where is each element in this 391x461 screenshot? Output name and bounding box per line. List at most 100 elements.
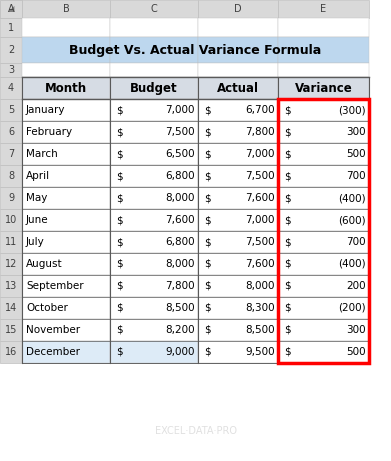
Bar [0, 121, 22, 143]
Text: $: $ [284, 215, 291, 225]
Bar [0, 341, 22, 363]
Text: Budget Vs. Actual Variance Formula: Budget Vs. Actual Variance Formula [69, 43, 322, 57]
Text: $: $ [204, 127, 211, 137]
Text: $: $ [116, 149, 123, 159]
Bar [0, 209, 22, 231]
Text: 7,600: 7,600 [246, 259, 275, 269]
Bar [198, 0, 278, 18]
Bar [22, 63, 110, 77]
Bar [198, 209, 278, 231]
Bar [198, 77, 278, 99]
Text: 9,000: 9,000 [165, 347, 195, 357]
Text: 12: 12 [5, 259, 17, 269]
Bar [198, 37, 278, 63]
Text: $: $ [116, 171, 123, 181]
Text: 6,800: 6,800 [165, 171, 195, 181]
Bar [198, 297, 278, 319]
Bar [110, 63, 198, 77]
Text: $: $ [204, 325, 211, 335]
Text: $: $ [116, 347, 123, 357]
Bar [198, 63, 278, 77]
Bar [22, 143, 110, 165]
Bar [110, 209, 198, 231]
Bar [0, 37, 22, 63]
Text: 700: 700 [346, 237, 366, 247]
Bar [22, 297, 110, 319]
Text: 7,500: 7,500 [165, 127, 195, 137]
Text: 300: 300 [346, 325, 366, 335]
Bar [22, 165, 110, 187]
Text: $: $ [284, 325, 291, 335]
Text: 15: 15 [5, 325, 17, 335]
Bar [278, 341, 369, 363]
Text: (200): (200) [338, 303, 366, 313]
Text: 7,500: 7,500 [246, 171, 275, 181]
Text: $: $ [284, 127, 291, 137]
Text: 16: 16 [5, 347, 17, 357]
Bar [0, 297, 22, 319]
Text: 7,000: 7,000 [246, 149, 275, 159]
Text: 8,200: 8,200 [165, 325, 195, 335]
Bar [198, 253, 278, 275]
Bar [110, 187, 198, 209]
Text: Variance: Variance [295, 82, 352, 95]
Bar [22, 37, 110, 63]
Text: June: June [26, 215, 48, 225]
Text: (400): (400) [338, 259, 366, 269]
Text: November: November [26, 325, 80, 335]
Bar [110, 319, 198, 341]
Bar [22, 209, 110, 231]
Bar [278, 231, 369, 253]
Bar [110, 121, 198, 143]
Text: 5: 5 [8, 105, 14, 115]
Bar [110, 165, 198, 187]
Text: C: C [151, 4, 157, 14]
Text: 11: 11 [5, 237, 17, 247]
Text: $: $ [116, 105, 123, 115]
Text: $: $ [204, 237, 211, 247]
Text: $: $ [284, 171, 291, 181]
Bar [0, 0, 22, 18]
Text: ◢: ◢ [8, 5, 14, 13]
Bar [22, 319, 110, 341]
Bar [198, 275, 278, 297]
Text: 13: 13 [5, 281, 17, 291]
Bar [278, 77, 369, 99]
Bar [0, 18, 22, 37]
Text: $: $ [204, 215, 211, 225]
Text: 1: 1 [8, 23, 14, 32]
Text: 7,800: 7,800 [165, 281, 195, 291]
Text: $: $ [204, 149, 211, 159]
Text: May: May [26, 193, 47, 203]
Bar [278, 37, 369, 63]
Text: 6,500: 6,500 [165, 149, 195, 159]
Text: October: October [26, 303, 68, 313]
Text: $: $ [284, 105, 291, 115]
Text: (400): (400) [338, 193, 366, 203]
Bar [198, 18, 278, 37]
Bar [198, 143, 278, 165]
Bar [22, 18, 110, 37]
Bar [110, 0, 198, 18]
Text: 10: 10 [5, 215, 17, 225]
Text: July: July [26, 237, 45, 247]
Text: Budget: Budget [130, 82, 178, 95]
Bar [22, 121, 110, 143]
Text: January: January [26, 105, 66, 115]
Text: 7,800: 7,800 [246, 127, 275, 137]
Bar [110, 341, 198, 363]
Bar [278, 319, 369, 341]
Bar [110, 77, 198, 99]
Text: $: $ [284, 149, 291, 159]
Text: December: December [26, 347, 80, 357]
Text: D: D [234, 4, 242, 14]
Text: 8,500: 8,500 [165, 303, 195, 313]
Bar [110, 99, 198, 121]
Text: (300): (300) [338, 105, 366, 115]
Text: 6,800: 6,800 [165, 237, 195, 247]
Bar [0, 187, 22, 209]
Text: 8,000: 8,000 [165, 259, 195, 269]
Text: $: $ [204, 347, 211, 357]
Bar [198, 121, 278, 143]
Text: B: B [63, 4, 69, 14]
